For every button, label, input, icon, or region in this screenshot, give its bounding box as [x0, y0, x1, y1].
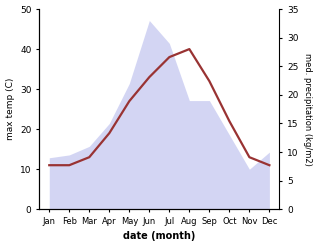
X-axis label: date (month): date (month) [123, 231, 196, 242]
Y-axis label: med. precipitation (kg/m2): med. precipitation (kg/m2) [303, 53, 313, 165]
Y-axis label: max temp (C): max temp (C) [5, 78, 15, 140]
